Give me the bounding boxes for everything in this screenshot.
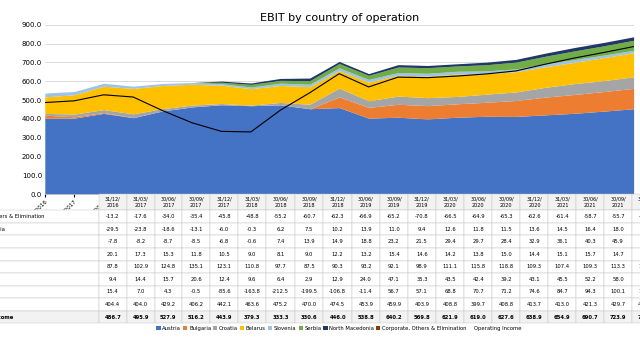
Title: EBIT by country of operation: EBIT by country of operation	[260, 13, 419, 23]
Legend: Austria, Bulgaria, Croatia, Belarus, Slovenia, Serbia, North Macedonia, Corporat: Austria, Bulgaria, Croatia, Belarus, Slo…	[156, 326, 522, 331]
